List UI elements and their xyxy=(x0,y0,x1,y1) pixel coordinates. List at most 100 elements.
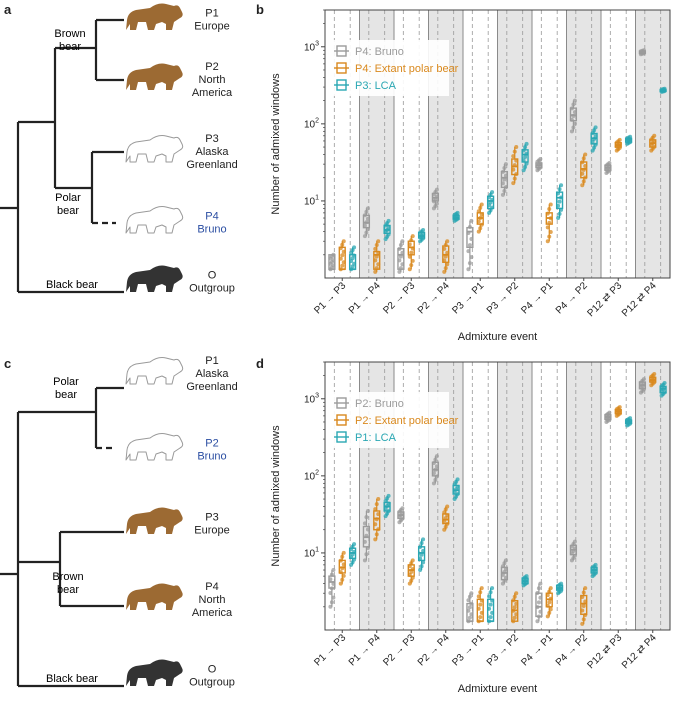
shaded-column xyxy=(566,362,601,630)
box-body xyxy=(659,385,667,394)
clade-label: Polar bear xyxy=(55,192,81,217)
box-1-4 xyxy=(476,202,484,234)
box-body xyxy=(362,214,371,229)
legend-label: P4: Bruno xyxy=(355,46,404,58)
shaded-column xyxy=(497,362,532,630)
box-1-4 xyxy=(476,586,484,624)
data-point xyxy=(547,600,552,605)
box-2-6 xyxy=(555,183,564,221)
legend: P4: Bruno P4: Extant polar bear P3: LCA xyxy=(331,40,459,96)
box-0-0 xyxy=(328,568,336,609)
box-1-7 xyxy=(580,586,588,626)
box-2-2 xyxy=(417,227,426,244)
data-point xyxy=(478,615,483,620)
data-point xyxy=(488,615,493,620)
box-1-9 xyxy=(649,371,657,388)
box-1-2 xyxy=(407,234,415,272)
box-1-0 xyxy=(338,550,346,586)
taxon-label: P3 Europe xyxy=(194,512,229,537)
data-point xyxy=(467,615,472,620)
y-axis-title: Number of admixed windows xyxy=(270,425,282,567)
y-tick-label: 103 xyxy=(304,392,319,405)
box-2-8 xyxy=(624,416,633,428)
box-2-1 xyxy=(383,493,391,519)
polar-bear-icon xyxy=(125,135,184,163)
legend-label: P4: Extant polar bear xyxy=(355,63,459,75)
x-tick-label: P3 → P1 xyxy=(450,280,486,316)
x-tick-label: P1 → P4 xyxy=(347,280,383,316)
box-0-1 xyxy=(362,206,371,239)
box-0-5 xyxy=(500,558,509,586)
box-body xyxy=(486,195,495,210)
plot-frame xyxy=(324,361,671,631)
brown-bear-icon xyxy=(126,3,183,30)
panel-letter-a: a xyxy=(4,2,12,17)
data-point xyxy=(488,602,493,607)
box-body xyxy=(521,149,529,163)
shaded-column xyxy=(635,362,670,630)
box-body xyxy=(535,592,543,618)
box-2-5 xyxy=(521,141,529,173)
box-body xyxy=(466,226,474,249)
box-2-8 xyxy=(624,134,633,146)
data-point xyxy=(409,250,414,255)
data-point xyxy=(467,605,472,610)
clade-label: Black bear xyxy=(46,279,98,291)
y-tick-label: 101 xyxy=(304,546,319,559)
box-2-3 xyxy=(452,477,460,502)
box-2-3 xyxy=(452,210,460,223)
box-0-8 xyxy=(604,161,612,176)
box-1-8 xyxy=(614,405,622,418)
legend-background xyxy=(331,392,449,448)
box-body xyxy=(373,510,381,531)
box-0-0 xyxy=(328,252,336,272)
box-0-2 xyxy=(397,506,405,525)
box-1-6 xyxy=(545,202,553,244)
plot-frame xyxy=(324,9,671,279)
taxon-label: P3 Alaska Greenland xyxy=(186,133,237,171)
data-point xyxy=(523,155,528,160)
box-0-6 xyxy=(535,581,543,624)
box-0-3 xyxy=(431,454,440,486)
x-tick-label: P1 → P3 xyxy=(312,632,348,668)
taxon-label: P4 Bruno xyxy=(197,211,226,236)
panel-letter-d: d xyxy=(256,356,264,371)
box-2-7 xyxy=(590,125,598,153)
panel-letter-b: b xyxy=(256,2,264,17)
box-2-9 xyxy=(659,381,667,398)
taxon-label: P2 North America xyxy=(192,61,233,99)
data-point xyxy=(536,600,541,605)
legend-background xyxy=(331,40,449,96)
data-point xyxy=(557,199,562,204)
box-0-4 xyxy=(466,218,474,272)
data-point xyxy=(340,263,345,268)
legend-label: P2: Bruno xyxy=(355,398,404,410)
data-point xyxy=(340,253,345,258)
box-2-7 xyxy=(590,562,598,579)
y-tick-label: 101 xyxy=(304,194,319,207)
legend: P2: Bruno P2: Extant polar bear P1: LCA xyxy=(331,392,459,448)
x-tick-label: P2 → P3 xyxy=(381,632,417,668)
box-2-4 xyxy=(486,190,495,215)
tree-branch xyxy=(18,530,124,608)
box-body xyxy=(624,137,633,143)
box-body xyxy=(590,132,598,145)
box-1-3 xyxy=(442,504,450,532)
box-body xyxy=(555,191,564,210)
x-tick-label: P12 ⇄ P4 xyxy=(620,280,659,319)
box-0-7 xyxy=(569,98,578,134)
box-1-8 xyxy=(614,137,622,153)
x-tick-label: P3 → P1 xyxy=(450,632,486,668)
x-tick-label: P1 → P3 xyxy=(312,280,348,316)
data-point xyxy=(512,605,517,610)
tree-branch xyxy=(55,18,124,82)
clade-label: Black bear xyxy=(46,673,98,685)
box-1-2 xyxy=(407,558,415,586)
box-1-7 xyxy=(580,152,588,188)
black-bear-icon xyxy=(126,265,183,292)
x-tick-label: P12 ⇄ P4 xyxy=(620,632,659,671)
box-1-9 xyxy=(649,133,657,153)
box-body xyxy=(590,566,598,574)
x-tick-label: P12 ⇄ P3 xyxy=(586,280,625,319)
y-tick-label: 103 xyxy=(304,40,319,53)
